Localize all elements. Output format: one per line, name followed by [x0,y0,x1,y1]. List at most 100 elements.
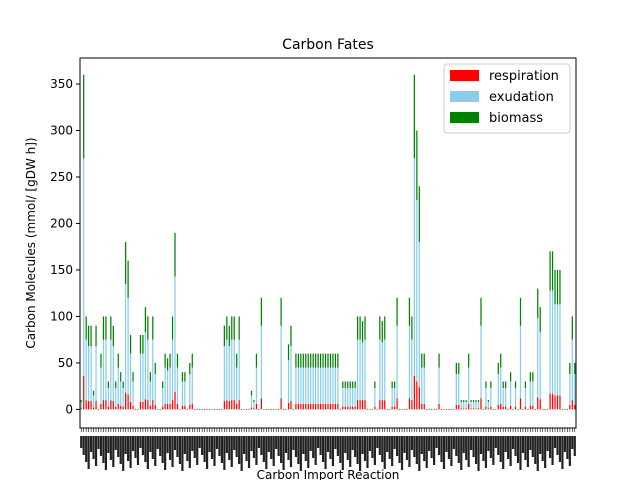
bar-biomass [468,353,470,368]
bar-biomass [162,381,164,389]
bar-exudation [102,339,105,401]
bar-biomass [152,316,154,340]
bar-exudation [480,325,482,399]
bar-biomass [455,362,457,375]
bar-respiration [423,403,425,410]
bar-respiration [112,401,114,410]
bar-biomass [551,251,554,291]
y-tick-label: 0 [65,402,73,416]
bar-biomass [132,372,134,382]
x-axis-label: Carbon Import Reaction [257,468,400,480]
bar-biomass [255,353,258,368]
bar-exudation [115,388,117,407]
y-tick-label: 50 [58,356,73,370]
bar-exudation [83,158,85,376]
bar-respiration [524,406,527,410]
bar-respiration [122,406,124,410]
bar-respiration [231,400,233,410]
bar-respiration [354,406,356,410]
bar-exudation [184,381,186,406]
bar-exudation [347,388,349,407]
bar-respiration [394,406,396,410]
bar-respiration [500,403,502,410]
bar-biomass [490,381,492,389]
bar-exudation [455,374,457,405]
bar-exudation [139,353,142,402]
bar-exudation [105,339,107,401]
bar-exudation [302,367,304,404]
bar-biomass [105,316,107,340]
bar-respiration [199,408,201,410]
y-tick-label: 250 [50,170,73,184]
bar-exudation [423,367,425,404]
bar-exudation [80,401,82,409]
bar-respiration [468,403,470,410]
y-tick-label: 300 [50,124,73,138]
bar-respiration [502,406,504,410]
bar-biomass [352,381,354,389]
bar-respiration [223,401,225,410]
bar-respiration [561,408,564,410]
bar-biomass [171,316,174,340]
bar-respiration [482,408,485,410]
bar-exudation [505,388,507,407]
bar-exudation [253,401,255,409]
bar-biomass [85,316,87,340]
legend-label-exudation: exudation [489,90,554,105]
bar-exudation [297,367,300,404]
bar-respiration [369,408,371,410]
bar-respiration [120,405,122,410]
bar-respiration [376,408,378,410]
bar-exudation [152,339,154,401]
bar-biomass [374,381,376,389]
bar-exudation [231,339,233,401]
bar-respiration [302,403,304,410]
bar-respiration [389,408,391,410]
bar-biomass [332,353,334,368]
bar-respiration [241,408,243,410]
bar-respiration [282,408,285,410]
bar-respiration [297,403,300,410]
bar-respiration [144,399,147,410]
bar-biomass [356,316,359,340]
bar-biomass [347,381,349,389]
bar-biomass [349,381,351,389]
bar-exudation [226,339,228,401]
bar-biomass [297,353,300,368]
bar-biomass [226,316,228,340]
bar-exudation [132,381,134,406]
bar-biomass [500,353,502,368]
bar-biomass [359,316,361,340]
bar-exudation [260,325,262,399]
bar-respiration [408,398,411,410]
bar-respiration [171,400,174,410]
bar-biomass [524,381,527,389]
bar-biomass [110,316,112,340]
bar-respiration [460,408,462,410]
bar-biomass [115,381,117,389]
bar-exudation [300,367,302,404]
bar-exudation [295,367,297,404]
bar-respiration [505,406,507,410]
bar-exudation [324,367,327,404]
bar-respiration [92,407,95,410]
bar-respiration [517,408,519,410]
bar-respiration [450,408,452,410]
bar-respiration [384,400,386,410]
bar-biomass [549,251,551,291]
bar-exudation [490,388,492,407]
y-axis-label: Carbon Molecules (mmol/ [gDW h]) [24,137,38,348]
bar-exudation [354,388,356,407]
bar-exudation [334,367,337,404]
bar-respiration [263,408,265,410]
bar-biomass [470,400,472,402]
bar-exudation [250,395,253,408]
bar-respiration [379,400,381,410]
bar-exudation [460,401,462,409]
bar-respiration [391,406,393,410]
bar-respiration [551,393,554,410]
bar-respiration [285,408,287,410]
bar-exudation [344,388,346,407]
bar-biomass [120,372,122,382]
legend-swatch-exudation [450,91,479,102]
